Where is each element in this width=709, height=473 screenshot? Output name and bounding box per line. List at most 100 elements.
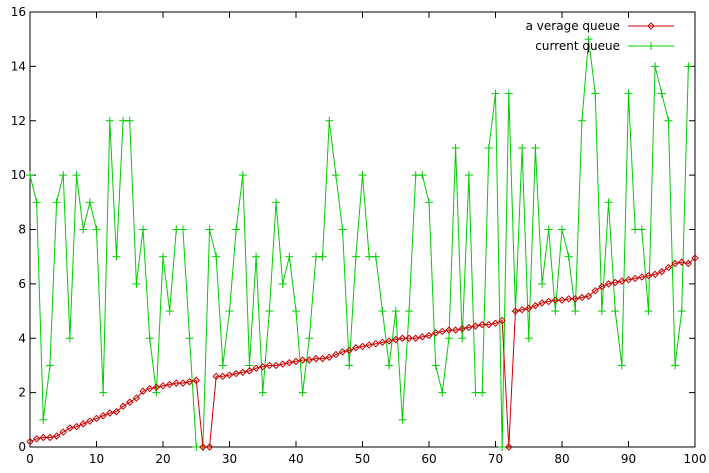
current-queue-point [478,388,487,397]
current-queue-point [132,279,141,288]
average-queue-point [145,384,154,393]
current-queue-point [577,116,586,125]
current-queue-line [29,39,689,448]
axis-ticks: 0 10 20 30 40 50 60 70 80 90 100 0 2 4 6 8 10 12 14 16 [11,5,707,466]
legend-label: a verage queue [526,19,620,33]
current-queue-point [338,225,347,234]
average-queue-point [352,344,360,352]
average-queue-point [638,273,646,281]
average-queue-point [544,297,553,306]
current-queue-point [371,252,380,261]
current-queue-point [425,198,433,207]
current-queue-point [498,443,507,451]
average-queue-point [471,322,480,330]
current-queue-point [405,307,414,316]
average-queue-point [691,254,699,262]
average-queue-point [478,320,486,329]
x-tick-label: 80 [554,452,569,466]
current-queue-point [464,171,473,180]
average-queue-point [611,278,619,287]
average-queue-point [239,368,247,376]
y-tick-label: 0 [18,440,26,454]
x-tick-label: 10 [89,452,104,466]
current-queue-point [185,334,194,343]
average-queue-point [658,267,666,276]
current-queue-point [278,279,287,288]
average-queue-point [564,295,573,303]
current-queue-point [657,89,666,98]
x-tick-label: 70 [488,452,503,466]
legend-item-average-queue: a verage queue [526,19,674,33]
current-queue-point [32,198,41,207]
current-queue-point [331,171,340,180]
average-queue-point [365,341,373,349]
current-queue-point [664,116,673,125]
average-queue-point [285,359,294,367]
current-queue-series [26,35,693,451]
average-queue-point [618,277,626,285]
current-queue-point [252,252,261,261]
current-queue-point [26,171,34,180]
current-queue-point [105,116,114,125]
average-queue-point [338,348,347,356]
y-tick-label: 12 [11,114,26,128]
average-queue-point [39,433,48,442]
average-queue-point [571,295,580,303]
current-queue-point [92,225,101,234]
average-queue-point [651,270,659,279]
average-queue-point [199,443,207,451]
average-queue-point [179,379,187,387]
average-queue-point [518,305,526,314]
average-queue-point [192,376,200,385]
current-queue-point [591,89,600,98]
current-queue-point [418,171,427,180]
x-tick-label: 90 [621,452,636,466]
average-queue-point [671,259,679,268]
x-tick-label: 100 [684,452,707,466]
current-queue-point [564,252,573,261]
average-queue-point [318,354,327,363]
average-queue-point [219,372,227,381]
current-queue-point [85,198,94,207]
current-queue-point [385,361,394,370]
current-queue-point [159,252,167,261]
average-queue-point [232,369,240,378]
legend-current-queue-point [647,42,655,50]
current-queue-point [165,307,174,316]
average-queue-point [66,424,74,432]
y-tick-label: 10 [11,168,26,182]
current-queue-point [611,307,620,316]
current-queue-point [571,307,580,316]
current-queue-point [285,252,294,261]
current-queue-point [318,252,327,261]
current-queue-point [391,307,400,316]
average-queue-point [59,428,67,436]
average-queue-point [458,325,466,333]
average-queue-point [332,350,340,359]
average-queue-point [312,354,320,363]
average-queue-point [538,299,546,307]
average-queue-point [52,432,61,440]
average-queue-point [624,276,633,284]
current-queue-point [125,116,134,125]
current-queue-point [558,225,566,234]
average-queue-point [259,363,267,371]
average-queue-point [438,327,447,336]
average-queue-point [265,361,274,370]
average-queue-point [525,304,533,313]
current-queue-point [431,361,440,370]
average-queue-point [684,259,693,268]
y-tick-label: 4 [18,331,26,345]
average-queue-point [165,380,174,389]
average-queue-point [152,383,161,391]
average-queue-point [431,329,440,337]
average-queue-point [92,414,101,423]
average-queue-point [79,420,87,428]
average-queue-point [225,371,234,379]
average-queue-point [425,331,433,340]
average-queue-point [551,296,560,304]
average-queue-point [119,402,127,410]
average-queue-point [677,258,686,266]
legend-item-current-queue: current queue [535,39,674,53]
average-queue-point [325,353,333,361]
